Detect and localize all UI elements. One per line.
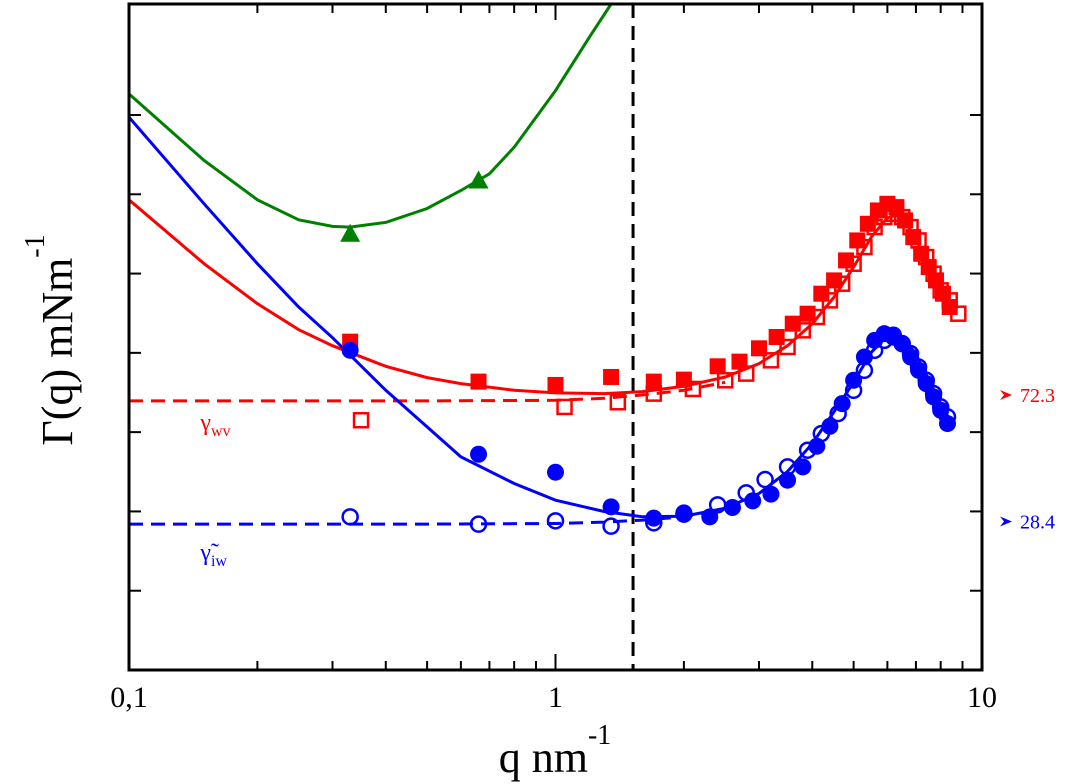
blue-open-circles-point xyxy=(829,404,847,423)
blue-open-circles-point xyxy=(602,517,620,535)
red-open-squares-point xyxy=(352,412,370,429)
red-open-squares-point xyxy=(866,218,883,236)
axis-ticks xyxy=(128,4,982,670)
red-open-squares-point xyxy=(925,265,942,282)
red-filled-squares-point xyxy=(603,368,620,385)
red-filled-squares-point xyxy=(768,329,785,345)
green-fit-line xyxy=(128,3,613,229)
red-open-squares-point xyxy=(932,282,949,299)
red-open-squares-point xyxy=(856,238,873,256)
blue-open-circles-point xyxy=(917,371,935,390)
blue-open-circles-point xyxy=(909,358,928,376)
y-axis-title: Γ(q) mNm-1 xyxy=(20,234,82,445)
series-annotations: γwv γ̃iw xyxy=(199,410,230,570)
blue-open-circles-point xyxy=(778,458,797,476)
blue-filled-circles-point xyxy=(833,395,851,413)
fit-lines xyxy=(127,3,954,526)
gamma-wv-label: γwv xyxy=(199,410,230,440)
blue-open-circles-point xyxy=(901,344,920,363)
blue-open-circles-point xyxy=(855,361,874,380)
green-filled-triangles-point xyxy=(468,170,489,189)
red-open-squares-point xyxy=(645,385,663,402)
blue-open-circles-point xyxy=(341,508,359,526)
red-open-squares-point xyxy=(716,372,734,389)
blue-open-circles-point xyxy=(708,496,727,514)
red-filled-squares-point xyxy=(675,371,692,388)
gamma-tilde-iw-label: γ̃iw xyxy=(199,540,227,570)
red-open-squares-point xyxy=(885,205,902,223)
blue-open-circles-point xyxy=(469,515,488,533)
right-reference-value: 72.3 xyxy=(1020,385,1055,407)
blue-open-circles-point xyxy=(844,381,863,400)
x-axis-title: q nm-1 xyxy=(499,720,612,782)
red-filled-squares-point xyxy=(470,373,487,390)
red-open-squares-point xyxy=(910,232,927,249)
blue-open-circles-point xyxy=(875,331,894,350)
red-filled-squares-point xyxy=(813,285,830,302)
blue-filled-circles-point xyxy=(821,417,839,435)
red-open-squares-point xyxy=(950,305,967,322)
blue-open-circles-point xyxy=(546,512,565,530)
red-open-squares-point xyxy=(737,365,755,382)
red-open-squares-point xyxy=(609,394,627,411)
red-open-squares-point xyxy=(808,308,826,326)
blue-open-circles-point xyxy=(865,341,884,360)
blue-fit-line xyxy=(127,116,954,519)
red-open-squares-point xyxy=(794,322,812,339)
blue-filled-circles-point xyxy=(470,445,488,463)
blue-open-circles-point xyxy=(812,424,831,443)
red-open-squares-point xyxy=(845,255,862,272)
blue-filled-circles-point xyxy=(602,498,620,516)
green-filled-triangles-point xyxy=(340,223,361,242)
blue-open-circles-point xyxy=(938,408,957,426)
x-tick-label: 0,1 xyxy=(110,681,148,714)
blue-open-circles-point xyxy=(756,470,774,489)
red-open-squares-point xyxy=(876,208,893,226)
red-filled-squares-point xyxy=(799,305,816,322)
red-filled-squares-point xyxy=(547,376,564,393)
blue-open-circles-point xyxy=(924,384,943,403)
blue-filled-circles-point xyxy=(794,458,812,476)
red-filled-squares-point xyxy=(905,229,922,246)
blue-filled-circles-point xyxy=(779,471,797,489)
x-tick-label: 1 xyxy=(548,681,563,714)
x-tick-labels: 0,1 1 10 xyxy=(110,681,997,714)
blue-filled-circles-point xyxy=(547,463,564,481)
blue-filled-circles-point xyxy=(645,509,663,527)
red-open-squares-point xyxy=(821,292,839,309)
red-open-squares-point xyxy=(917,248,935,266)
blue-filled-circles-point xyxy=(744,492,762,510)
red-dashed-reference-line xyxy=(129,380,726,403)
blue-open-circles-point xyxy=(675,505,693,523)
red-open-squares-point xyxy=(556,398,573,416)
blue-dashed-reference-line xyxy=(129,508,718,526)
red-open-squares-point xyxy=(684,380,702,398)
blue-filled-circles-point xyxy=(762,485,780,503)
blue-open-circles-point xyxy=(798,441,817,459)
red-open-squares-point xyxy=(941,292,958,309)
right-reference-value: 28.4 xyxy=(1020,511,1055,533)
blue-filled-circles-point xyxy=(723,498,741,516)
right-reference-markers: 72.3 28.4 xyxy=(1000,385,1055,533)
data-markers xyxy=(340,170,967,535)
right-arrow-marker xyxy=(1000,389,1012,400)
red-open-squares-point xyxy=(762,352,780,369)
blue-open-circles-point xyxy=(737,484,755,502)
blue-filled-circles-point xyxy=(341,341,359,359)
plot-frame xyxy=(127,2,984,672)
blue-open-circles-point xyxy=(645,514,663,532)
right-arrow-marker xyxy=(1000,516,1012,527)
red-open-squares-point xyxy=(779,338,796,356)
red-open-squares-point xyxy=(893,208,911,226)
x-tick-label: 10 xyxy=(967,681,997,714)
red-open-squares-point xyxy=(833,275,851,292)
red-filled-squares-point xyxy=(709,358,726,375)
